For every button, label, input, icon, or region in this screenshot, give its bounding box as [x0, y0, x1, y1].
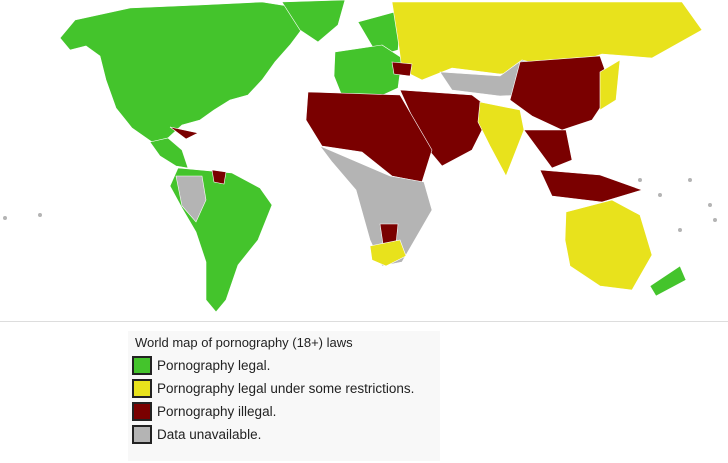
region-ukraine	[391, 61, 413, 77]
region-cuba	[169, 126, 199, 140]
legend-swatch-legal	[132, 356, 152, 375]
legend-title: World map of pornography (18+) laws	[135, 335, 353, 350]
region-se-asia	[523, 129, 573, 169]
island-marker	[38, 213, 42, 217]
legend-swatch-illegal	[132, 402, 152, 421]
island-marker	[708, 203, 712, 207]
region-australia	[564, 199, 653, 291]
legend-item-legal: Pornography legal.	[132, 354, 440, 377]
legend-item-illegal: Pornography illegal.	[132, 400, 440, 423]
legend-label: Pornography legal.	[157, 358, 271, 373]
region-india	[477, 101, 525, 177]
legend-swatch-unavailable	[132, 425, 152, 444]
region-new-zealand	[649, 265, 687, 297]
region-central-america	[149, 137, 189, 169]
region-central-africa	[319, 145, 433, 267]
region-china	[509, 55, 613, 131]
island-marker	[688, 178, 692, 182]
region-north-africa	[305, 91, 433, 183]
island-marker	[713, 218, 717, 222]
region-greenland	[281, 0, 346, 43]
region-north-america	[59, 1, 306, 143]
legend-swatch-restricted	[132, 379, 152, 398]
world-map	[0, 0, 728, 322]
region-south-america-nodata	[175, 175, 207, 223]
legend-label: Data unavailable.	[157, 427, 262, 442]
region-venezuela	[211, 169, 227, 185]
region-scandinavia	[357, 9, 403, 57]
island-marker	[658, 193, 662, 197]
map-legend: World map of pornography (18+) laws Porn…	[128, 331, 440, 461]
region-japan	[599, 59, 621, 111]
legend-item-unavailable: Data unavailable.	[132, 423, 440, 446]
legend-label: Pornography illegal.	[157, 404, 277, 419]
region-indonesia	[539, 169, 643, 203]
legend-label: Pornography legal under some restriction…	[157, 381, 415, 396]
region-south-africa	[369, 239, 407, 267]
region-europe	[333, 44, 403, 101]
island-marker	[678, 228, 682, 232]
island-marker	[638, 178, 642, 182]
island-marker	[3, 216, 7, 220]
legend-item-restricted: Pornography legal under some restriction…	[132, 377, 440, 400]
